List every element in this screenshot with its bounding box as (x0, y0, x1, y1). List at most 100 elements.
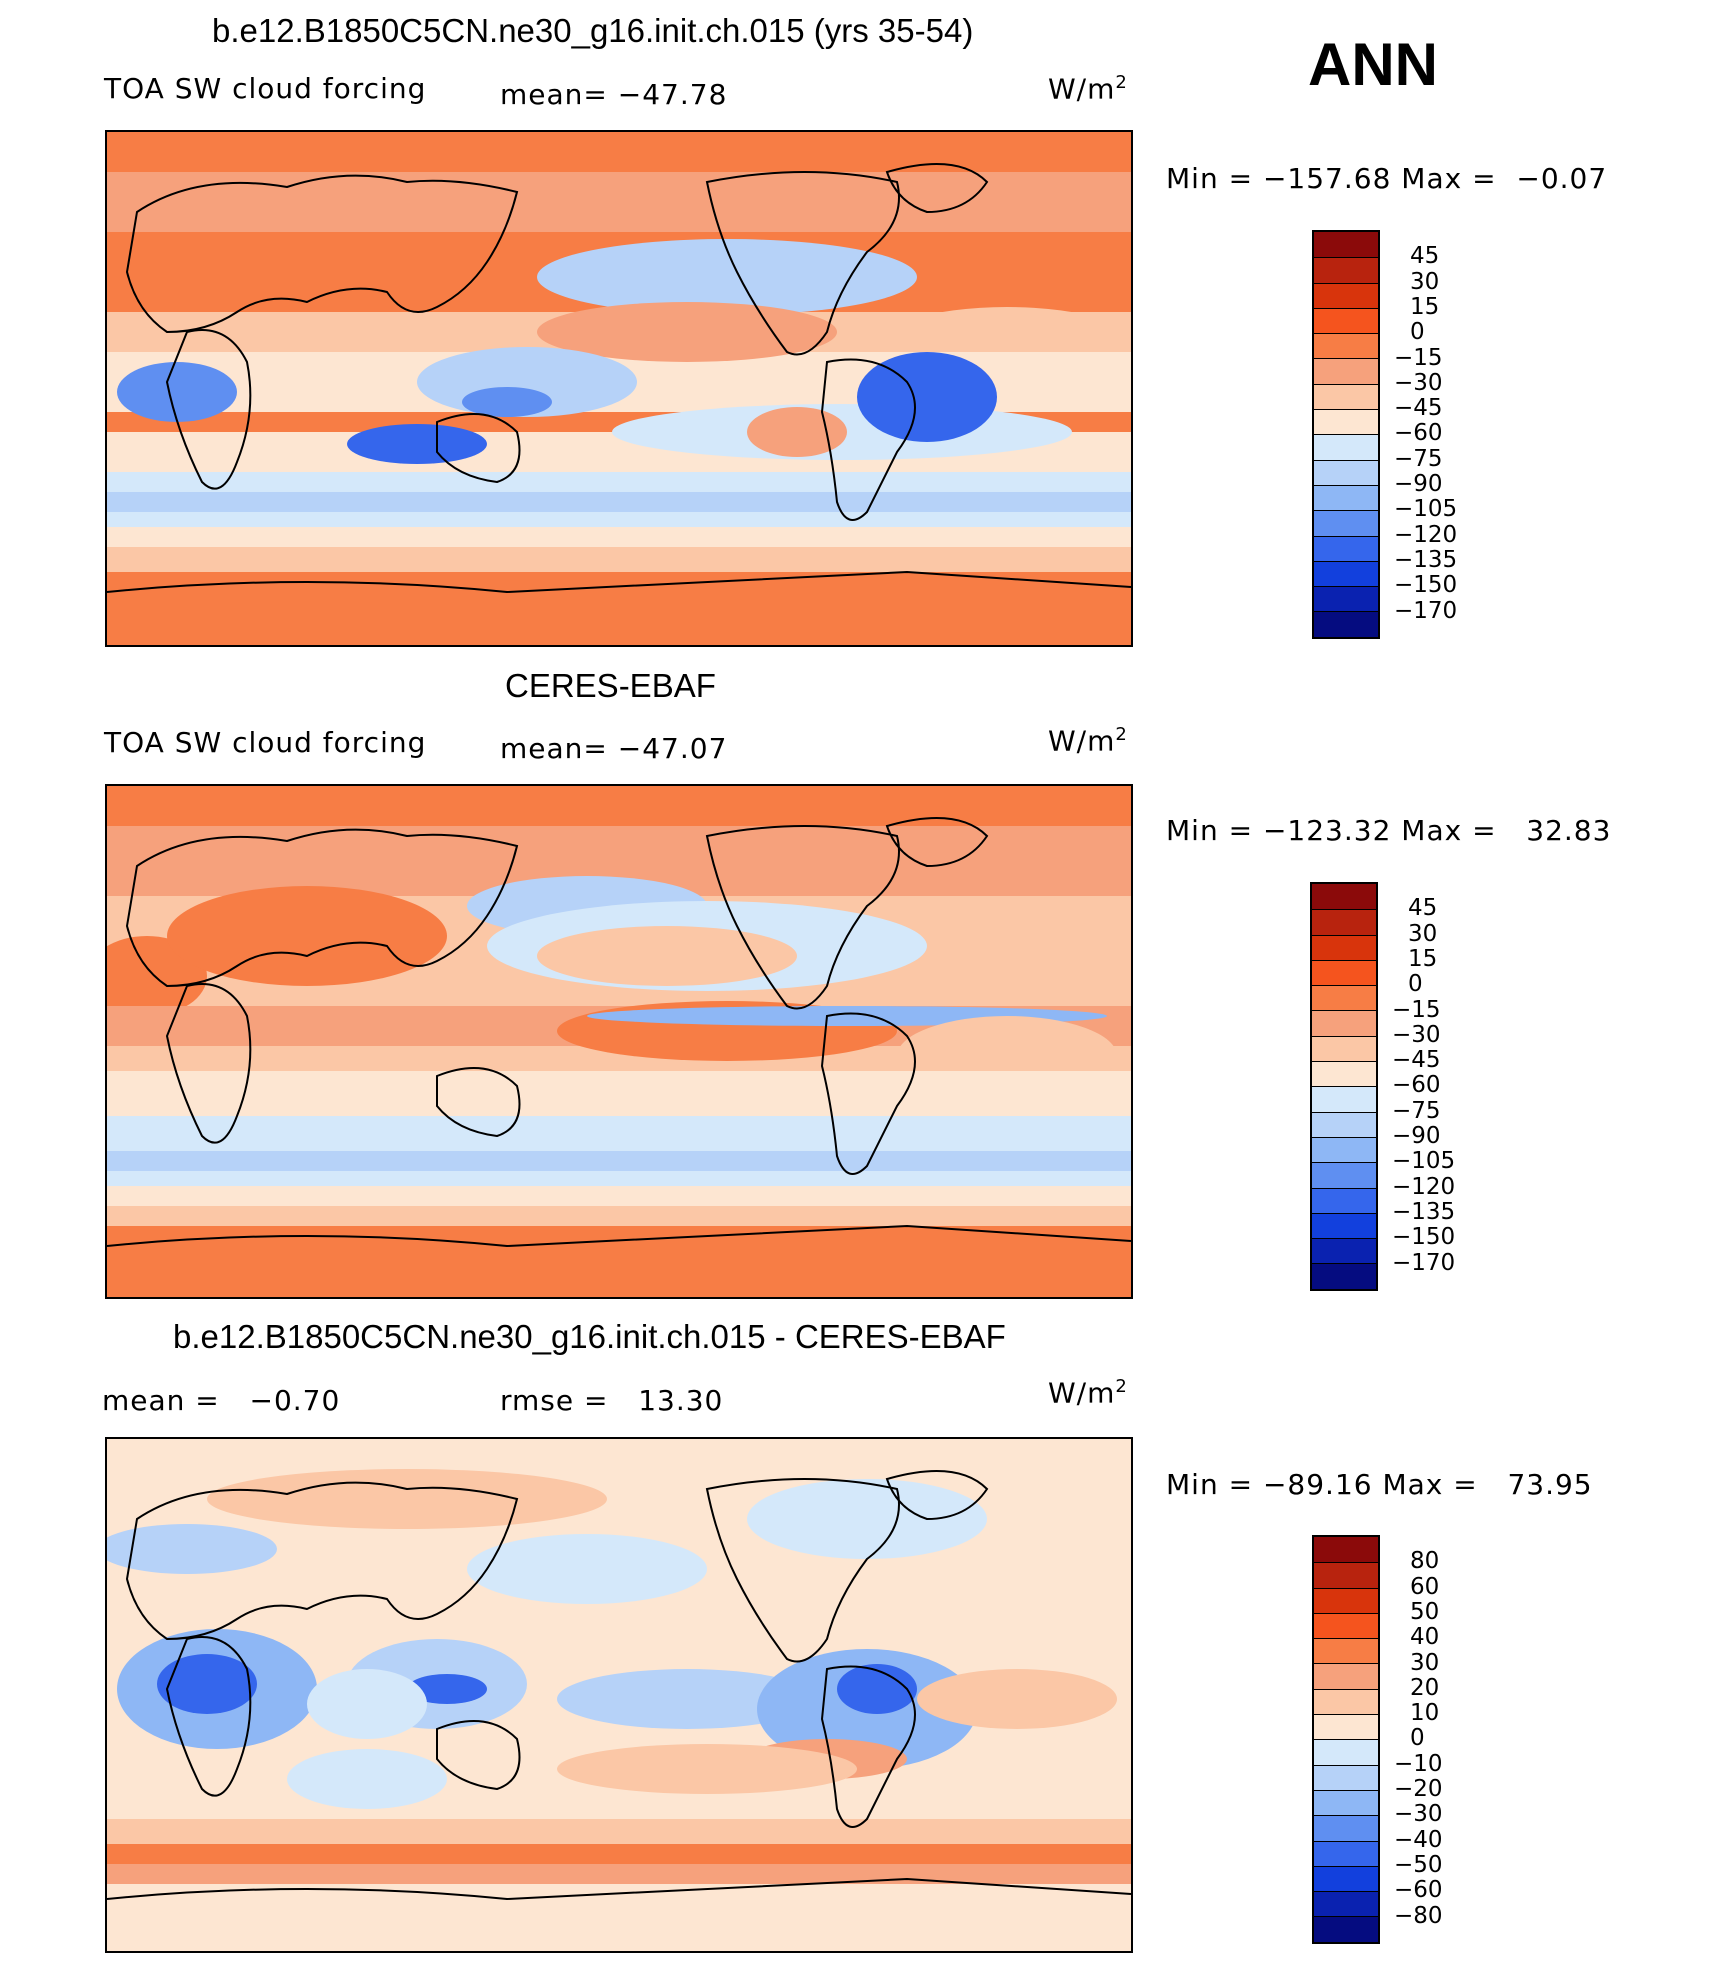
panel-3-min-value: −89.16 (1262, 1468, 1373, 1501)
colorbar-tick-label: −15 (1392, 996, 1441, 1023)
colorbar-swatch (1314, 409, 1378, 435)
colorbar-swatch (1314, 586, 1378, 612)
colorbar-tick-label: −60 (1394, 1877, 1443, 1904)
units-exponent: 2 (1115, 1376, 1128, 1397)
colorbar-swatch (1314, 1562, 1378, 1588)
colorbar-tick-label: 30 (1410, 1649, 1440, 1676)
colorbar-tick-label: −45 (1394, 395, 1443, 422)
colorbar-swatch (1312, 1061, 1376, 1087)
colorbar-swatch (1314, 510, 1378, 536)
panel-1-mean-label: mean= (500, 78, 608, 111)
panel-1-colorbar: 45 30 15 0 −15 −30 −45 −60 −75 −90 −105 −120 −135 −15… (1312, 230, 1472, 639)
colorbar-swatch (1312, 1111, 1376, 1137)
panel-3-rmse-value: 13.30 (638, 1384, 724, 1417)
colorbar-tick-label: −75 (1394, 445, 1443, 472)
colorbar-tick-label: 30 (1410, 268, 1440, 295)
colorbar-swatch (1312, 884, 1376, 910)
colorbar-swatches (1312, 1535, 1380, 1944)
panel-2-mean-value: −47.07 (617, 732, 728, 765)
colorbar-tick-label: −105 (1392, 1148, 1456, 1175)
colorbar-tick-label: 10 (1410, 1700, 1440, 1727)
panel-2-units: W/m2 (1048, 724, 1128, 757)
colorbar-tick-label: −80 (1394, 1902, 1443, 1929)
colorbar-tick-label: 30 (1408, 920, 1438, 947)
panel-2-map (105, 784, 1133, 1299)
colorbar-tick-label: 15 (1408, 945, 1438, 972)
colorbar-tick-label: −10 (1394, 1750, 1443, 1777)
colorbar-swatch (1312, 909, 1376, 935)
colorbar-tick-label: 60 (1410, 1573, 1440, 1600)
panel-3-map (105, 1437, 1133, 1953)
colorbar-swatch (1312, 1187, 1376, 1213)
colorbar-tick-label: −105 (1394, 496, 1458, 523)
colorbar-swatch (1312, 1263, 1376, 1289)
colorbar-tick-label: 45 (1410, 243, 1440, 270)
colorbar-tick-label: −30 (1394, 1801, 1443, 1828)
colorbar-swatch (1314, 1764, 1378, 1790)
colorbar-tick-label: −135 (1394, 546, 1458, 573)
colorbar-tick-label: −50 (1394, 1851, 1443, 1878)
colorbar-swatch (1314, 1537, 1378, 1563)
colorbar-tick-label: −45 (1392, 1047, 1441, 1074)
colorbar-tick-label: −40 (1394, 1826, 1443, 1853)
colorbar-tick-label: −135 (1392, 1198, 1456, 1225)
colorbar-swatch (1314, 1688, 1378, 1715)
colorbar-swatch (1314, 1714, 1378, 1740)
panel-1-variable-label: TOA SW cloud forcing (104, 72, 427, 105)
colorbar-tick-label: 50 (1410, 1598, 1440, 1625)
panel-1-title: b.e12.B1850C5CN.ne30_g16.init.ch.015 (yr… (212, 12, 974, 49)
colorbar-swatch (1314, 535, 1378, 561)
panel-2-min-value: −123.32 (1262, 814, 1392, 847)
colorbar-tick-label: 15 (1410, 293, 1440, 320)
panel-3-min-label: Min (1166, 1468, 1219, 1501)
colorbar-tick-label: 0 (1408, 971, 1423, 998)
colorbar-swatch (1312, 1162, 1376, 1188)
colorbar-swatch (1314, 282, 1378, 308)
colorbar-swatch (1314, 1815, 1378, 1841)
colorbar-swatch (1314, 1612, 1378, 1639)
units-prefix: W/m (1048, 72, 1116, 106)
panel-3-mean: mean = −0.70 (102, 1384, 340, 1417)
colorbar-tick-label: −90 (1394, 471, 1443, 497)
colorbar-swatch (1312, 1136, 1376, 1163)
colorbar-tick-label: −60 (1392, 1072, 1441, 1099)
panel-1-mean: mean= −47.78 (500, 78, 727, 111)
panel-1-map-canvas (107, 132, 1131, 645)
panel-1-min-value: −157.68 (1262, 162, 1392, 195)
colorbar-swatch (1312, 985, 1376, 1011)
colorbar-tick-label: −150 (1392, 1224, 1456, 1251)
colorbar-swatch (1314, 434, 1378, 460)
colorbar-tick-label: −120 (1392, 1173, 1456, 1200)
colorbar-tick-label: −60 (1394, 420, 1443, 447)
colorbar-swatch (1314, 560, 1378, 587)
colorbar-tick-label: 45 (1408, 895, 1438, 922)
panel-1-units: W/m2 (1048, 72, 1128, 105)
panel-2-variable-label: TOA SW cloud forcing (104, 726, 427, 759)
panel-2-mean-label: mean= (500, 732, 608, 765)
panel-3-minmax: Min = −89.16 Max = 73.95 (1166, 1468, 1593, 1501)
colorbar-swatch (1314, 257, 1378, 283)
panel-1-min-label: Min (1166, 162, 1219, 195)
colorbar-tick-label: 0 (1410, 319, 1425, 346)
colorbar-tick-label: −120 (1394, 521, 1458, 548)
colorbar-tick-label: 0 (1410, 1725, 1425, 1752)
colorbar-swatch (1314, 1916, 1378, 1942)
colorbar-swatch (1314, 1638, 1378, 1664)
colorbar-swatch (1312, 1010, 1376, 1036)
panel-1-max-label: Max (1401, 162, 1463, 195)
panel-3-max-value: 73.95 (1507, 1468, 1593, 1501)
colorbar-swatch (1312, 934, 1376, 960)
panel-3-map-canvas (107, 1439, 1131, 1951)
colorbar-swatch (1314, 307, 1378, 334)
panel-3-colorbar: 80 60 50 40 30 20 10 0 −10 −20 −30 −40 −50 −60 −80 (1312, 1535, 1472, 1944)
panel-2-colorbar: 45 30 15 0 −15 −30 −45 −60 −75 −90 −105 −120 −135 −15… (1310, 882, 1470, 1291)
colorbar-tick-label: −30 (1394, 369, 1443, 396)
colorbar-swatch (1312, 1035, 1376, 1062)
panel-3-rmse: rmse = 13.30 (500, 1384, 723, 1417)
colorbar-tick-label: −20 (1394, 1776, 1443, 1802)
colorbar-tick-label: −150 (1394, 572, 1458, 599)
panel-2-max-value: 32.83 (1526, 814, 1612, 847)
panel-1-minmax: Min = −157.68 Max = −0.07 (1166, 162, 1608, 195)
panel-2-title: CERES-EBAF (505, 667, 716, 704)
colorbar-swatch (1314, 1663, 1378, 1689)
